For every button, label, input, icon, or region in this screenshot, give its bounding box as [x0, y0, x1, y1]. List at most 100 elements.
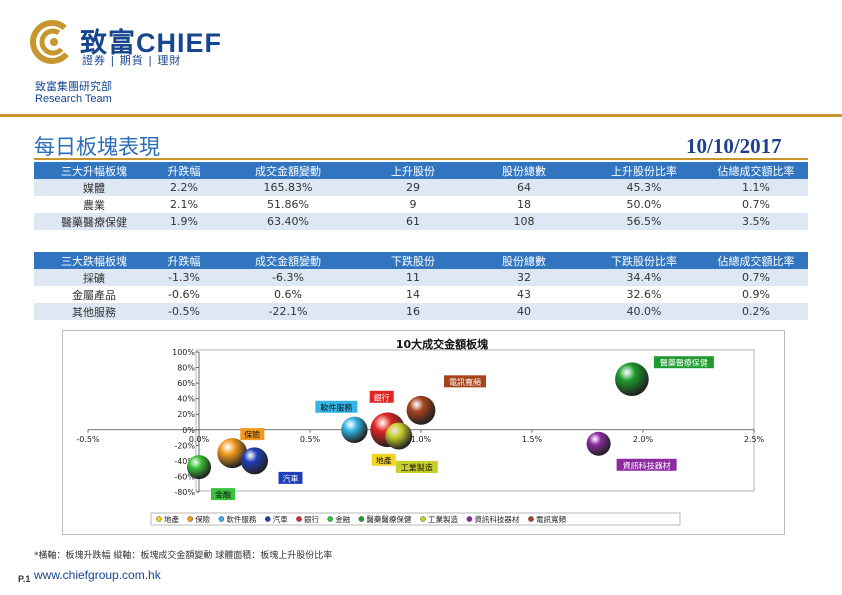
y-tick-label: -60%: [174, 472, 195, 481]
bubble-label: 汽車: [283, 473, 299, 483]
top-gainers-table: 三大升幅板塊 升跌幅 成交金額變動 上升股份 股份總數 上升股份比率 佔總成交額…: [34, 162, 808, 230]
bubble-point[interactable]: [406, 395, 436, 425]
table-cell: 9: [362, 196, 464, 213]
bubble-point[interactable]: [341, 416, 368, 443]
bubble-label: 金融: [215, 490, 231, 500]
bubble-label-box: [653, 356, 714, 369]
column-header: 上升股份: [362, 162, 464, 179]
column-header: 三大升幅板塊: [34, 162, 154, 179]
top-losers-table: 三大跌幅板塊 升跌幅 成交金額變動 下跌股份 股份總數 下跌股份比率 佔總成交額…: [34, 252, 808, 320]
bubble-chart: 10大成交金額板塊 100% 80% 60% 40% 20% 0% -20% -40% -60%…: [76, 337, 765, 526]
legend-marker: [466, 516, 473, 522]
chart-footnote: *橫軸：板塊升跌幅 縱軸：板塊成交金額變動 球體面積：板塊上升股份比率: [34, 551, 333, 561]
table-cell: 18: [464, 196, 584, 213]
table-cell: 108: [464, 213, 584, 230]
department-team: Research Team: [35, 93, 112, 105]
legend-marker: [264, 516, 271, 522]
table-cell: -0.5%: [154, 303, 214, 320]
column-header: 下跌股份比率: [584, 252, 704, 269]
table-row: 媒體 2.2% 165.83% 29 64 45.3% 1.1%: [34, 179, 808, 196]
legend-label: 保險: [195, 514, 210, 524]
table-cell: 0.2%: [704, 303, 808, 320]
legend-box: [150, 512, 681, 526]
bubble-label: 軟件服務: [320, 402, 352, 412]
table-cell: 農業: [34, 196, 154, 213]
y-tick-label: 40%: [177, 395, 195, 404]
table-cell: 63.40%: [214, 213, 362, 230]
bubble-label: 資訊科技器材: [623, 460, 671, 470]
bubble-label-box: [371, 453, 396, 466]
column-header: 股份總數: [464, 252, 584, 269]
table-cell: 40: [464, 303, 584, 320]
table-row: 農業 2.1% 51.86% 9 18 50.0% 0.7%: [34, 196, 808, 213]
bubble-label: 工業製造: [401, 463, 433, 473]
table-cell: -1.3%: [154, 269, 214, 286]
x-tick-label: 2.5%: [744, 435, 765, 444]
x-tick-label: 1.5%: [522, 435, 543, 444]
table-cell: 1.9%: [154, 213, 214, 230]
table-cell: 29: [362, 179, 464, 196]
table-cell: 金屬產品: [34, 286, 154, 303]
plot-area: [195, 349, 755, 492]
bubble-point[interactable]: [385, 422, 413, 450]
x-tick-label: 2.0%: [633, 435, 654, 444]
legend-marker: [528, 516, 534, 522]
y-tick-label: 100%: [172, 348, 195, 357]
legend-label: 汽車: [273, 514, 288, 524]
table-cell: 14: [362, 286, 464, 303]
department-name: 致富集團研究部: [35, 80, 112, 93]
table-cell: 0.7%: [704, 269, 808, 286]
bubble-label: 銀行: [374, 392, 390, 402]
legend-label: 醫藥醫療保健: [366, 514, 411, 524]
y-tick-label: 80%: [177, 364, 195, 373]
chart-title: 10大成交金額板塊: [396, 337, 488, 351]
title-divider: [34, 158, 808, 160]
table-cell: 32.6%: [584, 286, 704, 303]
column-header: 升跌幅: [154, 252, 214, 269]
table-cell: 2.1%: [154, 196, 214, 213]
column-header: 下跌股份: [362, 252, 464, 269]
table-cell: 45.3%: [584, 179, 704, 196]
bubble-point[interactable]: [217, 438, 248, 469]
table-header-row: 三大跌幅板塊 升跌幅 成交金額變動 下跌股份 股份總數 下跌股份比率 佔總成交額…: [34, 252, 808, 269]
legend-marker: [358, 516, 365, 522]
x-tick-label: 0.0%: [189, 435, 210, 444]
legend-label: 工業製造: [428, 514, 458, 524]
table-row: 醫藥醫療保健 1.9% 63.40% 61 108 56.5% 3.5%: [34, 213, 808, 230]
bubble-label-box: [278, 471, 303, 484]
column-header: 股份總數: [464, 162, 584, 179]
table-cell: 2.2%: [154, 179, 214, 196]
table-row: 其他服務 -0.5% -22.1% 16 40 40.0% 0.2%: [34, 303, 808, 320]
table-row: 金屬產品 -0.6% 0.6% 14 43 32.6% 0.9%: [34, 286, 808, 303]
column-header: 佔總成交額比率: [704, 252, 808, 269]
website-link[interactable]: www.chiefgroup.com.hk: [34, 568, 161, 582]
table-cell: 61: [362, 213, 464, 230]
report-date: 10/10/2017: [686, 134, 782, 158]
table-cell: 51.86%: [214, 196, 362, 213]
legend-marker: [327, 516, 334, 522]
table-cell: -22.1%: [214, 303, 362, 320]
table-cell: -6.3%: [214, 269, 362, 286]
bubble-point[interactable]: [615, 362, 649, 397]
legend-label: 銀行: [304, 514, 319, 524]
table-cell: 56.5%: [584, 213, 704, 230]
y-tick-label: -40%: [174, 457, 195, 466]
legend-marker: [156, 516, 162, 522]
bubble-point[interactable]: [586, 431, 611, 456]
legend-label: 地產: [164, 514, 179, 524]
table-cell: 3.5%: [704, 213, 808, 230]
y-tick-label: 0%: [182, 426, 195, 435]
table-cell: 165.83%: [214, 179, 362, 196]
bubble-label: 電訊寬頻: [449, 377, 481, 387]
table-cell: 64: [464, 179, 584, 196]
table-cell: -0.6%: [154, 286, 214, 303]
bubble-label-box: [444, 375, 486, 388]
bubble-point[interactable]: [241, 447, 268, 475]
bubble-point[interactable]: [187, 455, 211, 480]
table-cell: 11: [362, 269, 464, 286]
bubble-label-box: [395, 461, 438, 473]
column-header: 升跌幅: [154, 162, 214, 179]
table-cell: 0.7%: [704, 196, 808, 213]
y-tick-label: 60%: [177, 379, 195, 388]
legend-marker: [296, 516, 302, 522]
